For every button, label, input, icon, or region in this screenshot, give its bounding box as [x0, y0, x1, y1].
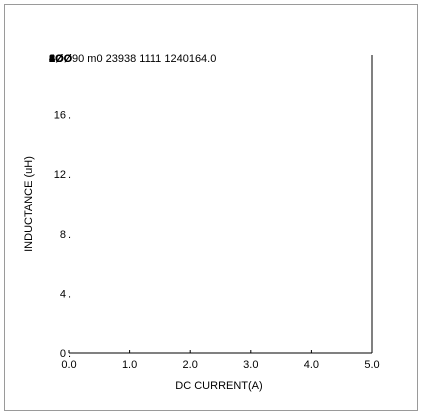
plot-area [69, 55, 373, 354]
y-tick-mark: . [68, 348, 71, 360]
x-tick-label: 0.0 [61, 359, 76, 371]
y-tick-label: 16 [54, 110, 66, 122]
x-tick-label: 3.0 [243, 359, 258, 371]
y-axis-ticks: 0.4.8.12.16. [54, 110, 71, 360]
header-overlap-text: 6Ø [49, 53, 64, 65]
y-tick-label: 0 [60, 348, 66, 360]
header-overlap-text: 1ØØ [49, 53, 73, 65]
y-tick-mark: . [68, 110, 71, 122]
header-overlap-text: 4Ø [49, 53, 64, 65]
y-tick-label: 12 [54, 169, 66, 181]
header-text: 90 m0 23938 1111 1240164.0 [72, 53, 216, 65]
x-axis-title: DC CURRENT(A) [175, 380, 262, 392]
y-tick-label: 8 [60, 229, 66, 241]
x-tick-label: 1.0 [122, 359, 137, 371]
chart-frame [4, 4, 418, 411]
header-overlap-text: 8Ø [49, 53, 64, 65]
y-tick-mark: . [68, 288, 71, 300]
x-tick-label: 2.0 [183, 359, 198, 371]
header-overlap-text: 2Ø [49, 53, 64, 65]
y-axis-title: INDUCTANCE (uH) [23, 156, 35, 252]
header-overlap-text: 2ØØ [49, 53, 73, 65]
x-tick-label: 4.0 [304, 359, 319, 371]
y-tick-label: 4 [60, 288, 66, 300]
y-tick-mark: . [68, 169, 71, 181]
header-overlap-text: 3Ø [49, 53, 64, 65]
x-tick-label: 5.0 [364, 359, 379, 371]
y-tick-mark: . [68, 229, 71, 241]
x-axis-ticks: 0.0 1.0 2.0 3.0 4.0 5.0 [61, 350, 380, 371]
